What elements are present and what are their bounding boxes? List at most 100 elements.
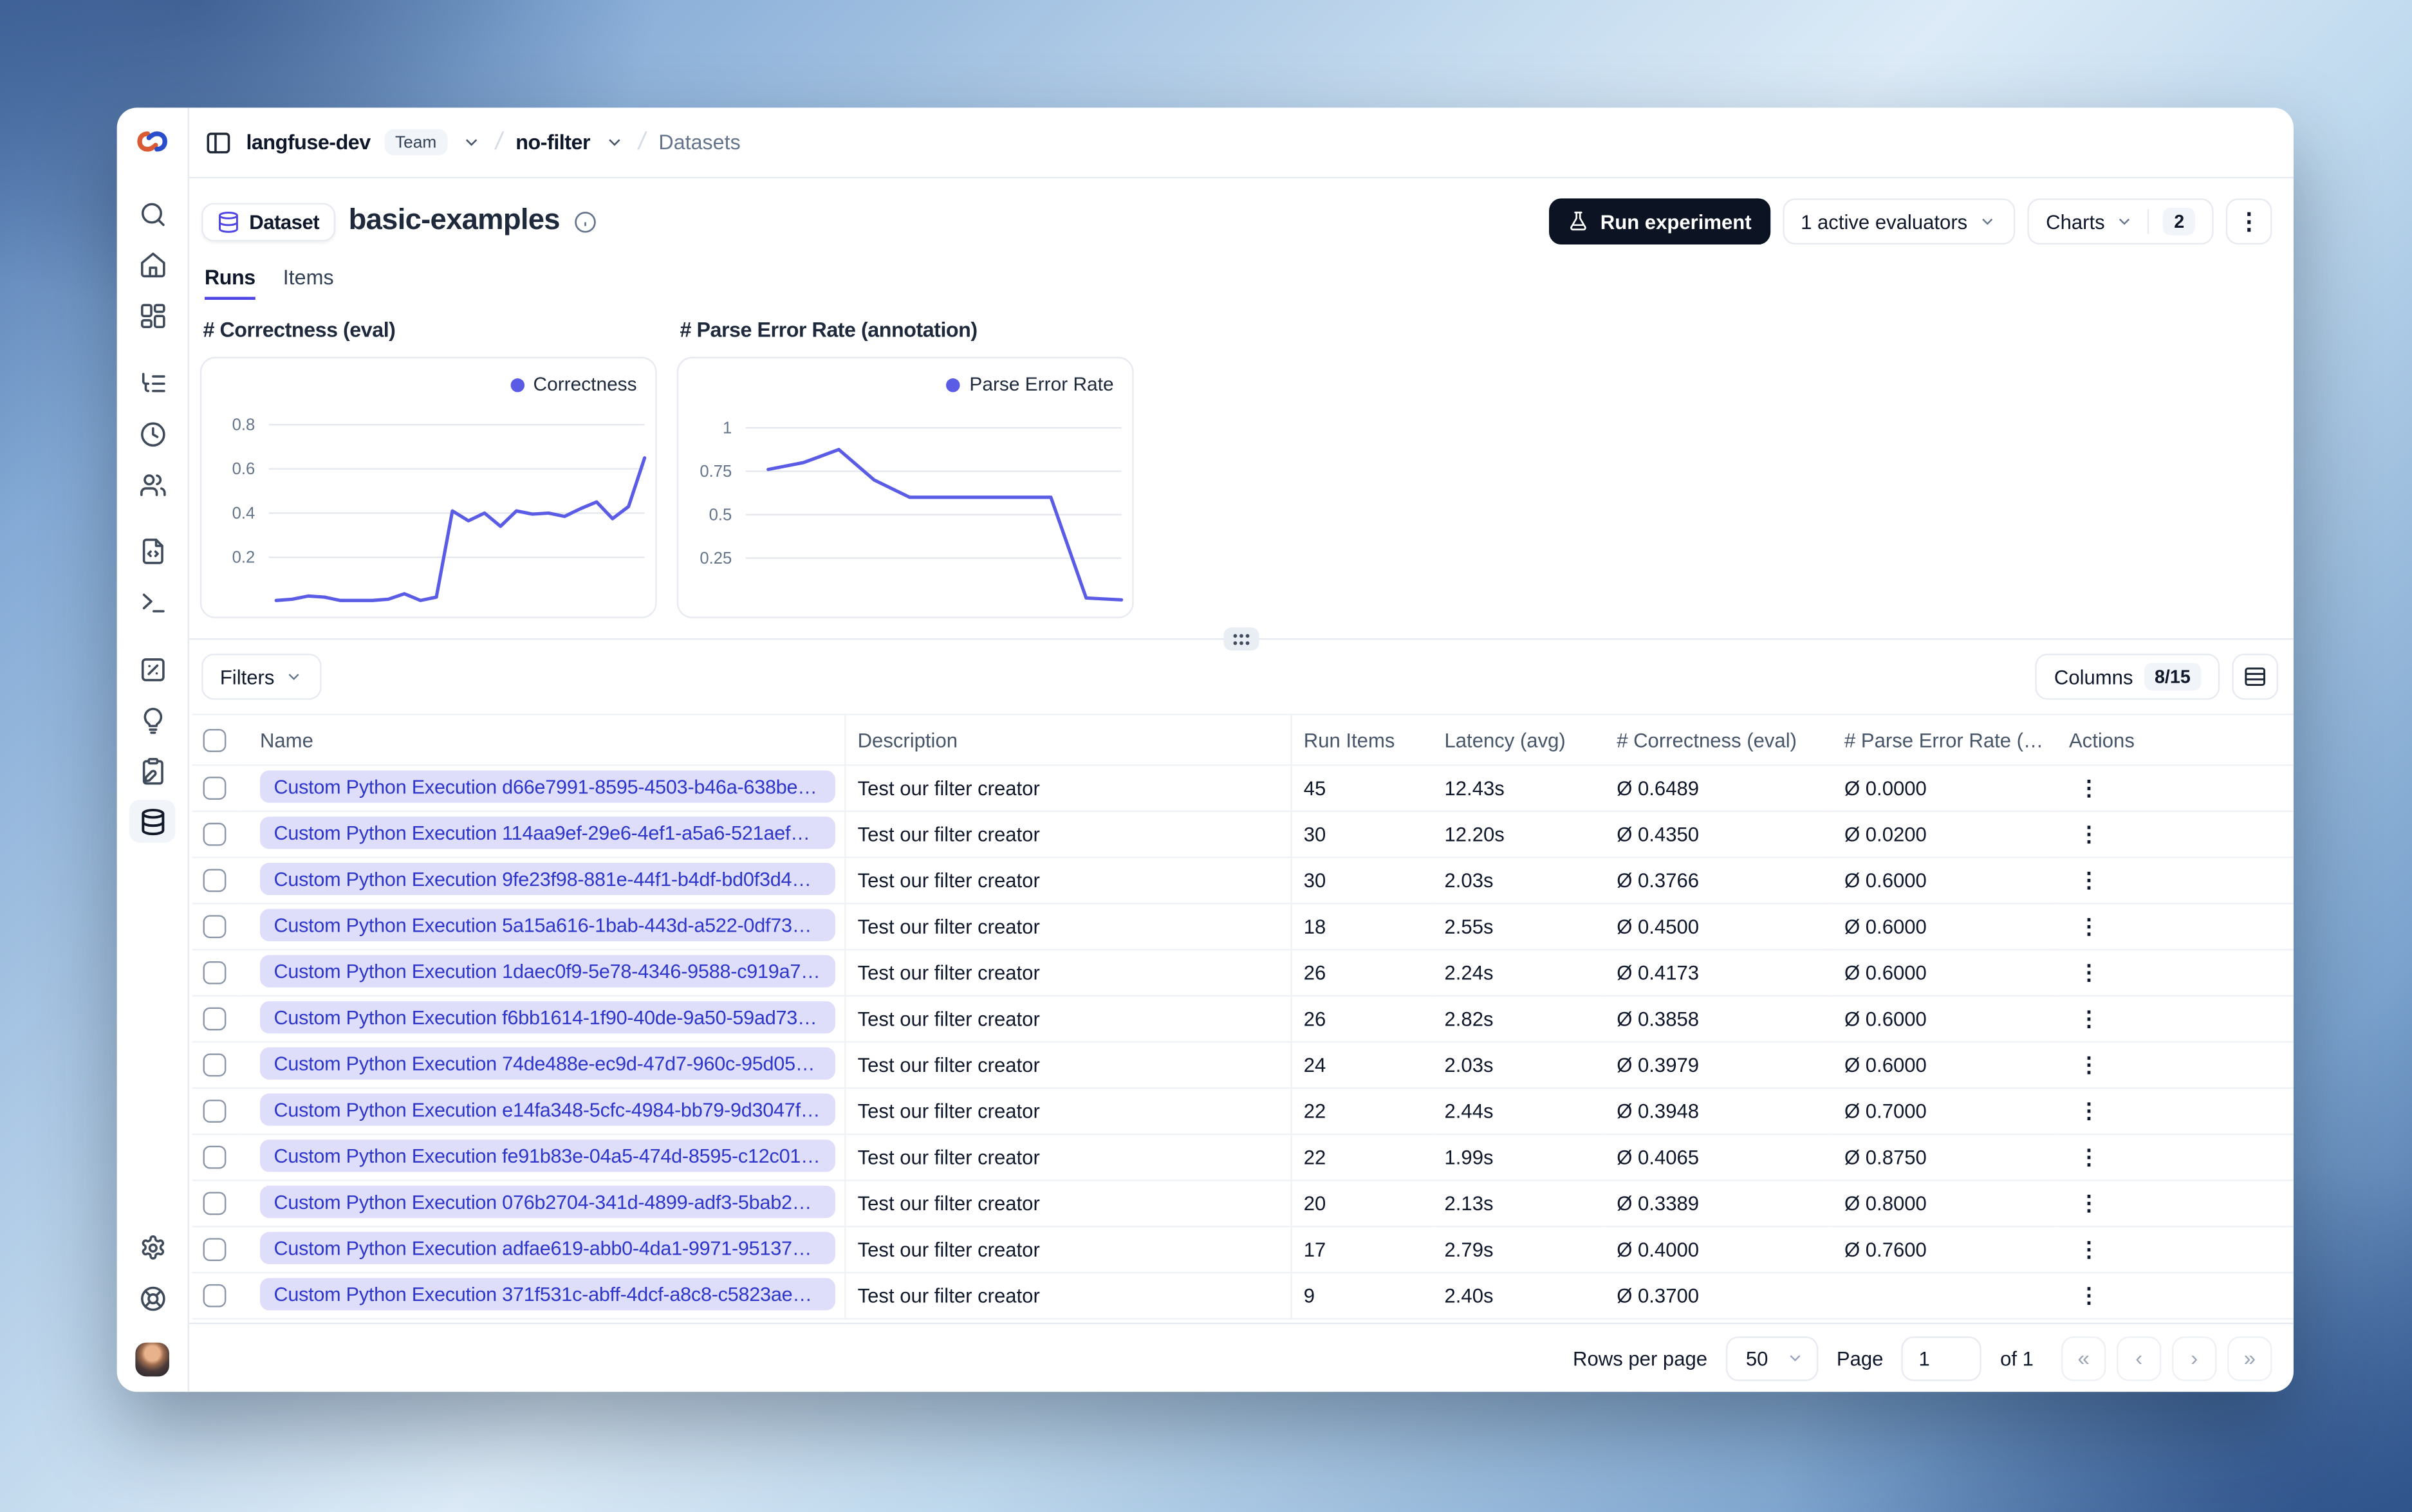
row-actions-button[interactable]: ⋮ [2078,959,2100,984]
run-name-link[interactable]: Custom Python Execution 1daec0f9-5e78-43… [259,954,835,987]
row-checkbox[interactable] [203,1145,227,1169]
description-cell: Test our filter creator [857,915,1040,939]
table-row: Custom Python Execution 74de488e-ec9d-47… [192,1042,2294,1089]
svg-text:0.6: 0.6 [232,460,255,478]
previous-page-button[interactable]: ‹ [2117,1335,2162,1381]
project-chevron-down-icon[interactable] [604,133,624,152]
home-icon[interactable] [129,244,176,287]
line-chart: 1 0.75 0.5 0.25 [700,419,1124,602]
first-page-button[interactable]: « [2061,1335,2106,1381]
filters-button[interactable]: Filters [201,653,322,700]
layout-dashboard-icon[interactable] [129,295,176,338]
run-name-link[interactable]: Custom Python Execution 74de488e-ec9d-47… [259,1046,835,1079]
project-name[interactable]: no-filter [515,131,591,154]
clock-icon[interactable] [129,412,176,456]
run-name-link[interactable]: Custom Python Execution fe91b83e-04a5-47… [259,1139,835,1172]
correctness-cell: Ø 0.3389 [1617,1192,1700,1215]
row-checkbox[interactable] [203,1238,227,1262]
run-name-link[interactable]: Custom Python Execution 114aa9ef-29e6-4e… [259,816,835,849]
table-row: Custom Python Execution d66e7991-8595-45… [192,765,2294,813]
terminal-icon[interactable] [129,580,176,623]
row-checkbox[interactable] [203,1284,227,1307]
row-checkbox[interactable] [203,961,227,984]
next-page-button[interactable]: › [2172,1335,2217,1381]
database-icon[interactable] [129,799,176,843]
row-actions-button[interactable]: ⋮ [2078,1098,2100,1123]
run-name-link[interactable]: Custom Python Execution 076b2704-341d-48… [259,1185,835,1217]
table-row: Custom Python Execution f6bb1614-1f90-40… [192,995,2294,1043]
user-avatar[interactable] [135,1342,169,1377]
column-header-correctness[interactable]: # Correctness (eval) [1604,714,1832,766]
row-actions-button[interactable]: ⋮ [2078,1236,2100,1262]
breadcrumb-section[interactable]: Datasets [658,131,741,154]
row-checkbox[interactable] [203,1192,227,1215]
run-name-link[interactable]: Custom Python Execution e14fa348-5cfc-49… [259,1093,835,1125]
row-actions-button[interactable]: ⋮ [2078,1144,2100,1169]
row-checkbox[interactable] [203,915,227,939]
run-experiment-button[interactable]: Run experiment [1549,198,1770,245]
run-name-link[interactable]: Custom Python Execution 371f531c-abff-4d… [259,1277,835,1310]
life-buoy-icon[interactable] [129,1277,176,1320]
row-checkbox[interactable] [203,1053,227,1077]
row-checkbox[interactable] [203,822,227,846]
row-actions-button[interactable]: ⋮ [2078,1282,2100,1307]
run-name-link[interactable]: Custom Python Execution d66e7991-8595-45… [259,770,835,802]
correctness-cell: Ø 0.4000 [1617,1238,1700,1262]
column-header-parse-error-rate[interactable]: # Parse Error Rate (an... [1832,714,2057,766]
row-actions-button[interactable]: ⋮ [2078,821,2100,846]
latency-cell: 2.13s [1444,1192,1494,1215]
drag-handle[interactable] [1223,627,1259,651]
row-actions-button[interactable]: ⋮ [2078,1006,2100,1031]
select-all-checkbox[interactable] [203,728,227,751]
rows-per-page-select[interactable]: 50 [1725,1335,1819,1381]
column-header-run-items[interactable]: Run Items [1290,714,1433,766]
last-page-button[interactable]: » [2227,1335,2272,1381]
active-evaluators-dropdown[interactable]: 1 active evaluators [1782,198,2016,245]
more-actions-button[interactable]: ⋮ [2225,198,2272,245]
row-checkbox[interactable] [203,777,227,800]
description-cell: Test our filter creator [857,777,1040,800]
file-code-icon[interactable] [129,530,176,573]
svg-text:0.5: 0.5 [709,506,732,524]
row-checkbox[interactable] [203,1100,227,1123]
row-actions-button[interactable]: ⋮ [2078,1051,2100,1077]
lightbulb-icon[interactable] [129,698,176,741]
row-actions-button[interactable]: ⋮ [2078,775,2100,800]
row-actions-button[interactable]: ⋮ [2078,1190,2100,1215]
page-number-input[interactable] [1902,1335,1982,1381]
column-header-latency[interactable]: Latency (avg) [1432,714,1605,766]
row-checkbox[interactable] [203,869,227,892]
clipboard-pen-icon[interactable] [129,749,176,792]
org-plan-badge: Team [384,129,448,156]
svg-text:0.75: 0.75 [700,463,732,481]
columns-button[interactable]: Columns 8/15 [2036,653,2220,700]
run-name-link[interactable]: Custom Python Execution adfae619-abb0-4d… [259,1231,835,1264]
latency-cell: 12.43s [1444,777,1505,800]
search-icon[interactable] [129,193,176,236]
run-name-link[interactable]: Custom Python Execution 5a15a616-1bab-44… [259,908,835,941]
users-icon[interactable] [129,463,176,506]
row-actions-button[interactable]: ⋮ [2078,913,2100,939]
org-name[interactable]: langfuse-dev [246,131,371,154]
column-header-description[interactable]: Description [844,714,1292,766]
column-header-name[interactable]: Name [241,714,846,766]
row-height-button[interactable] [2232,653,2279,700]
percent-square-icon[interactable] [129,647,176,690]
tab-runs[interactable]: Runs [205,266,255,300]
settings-icon[interactable] [129,1226,176,1269]
sidebar-toggle-icon[interactable] [205,129,232,156]
info-icon[interactable] [573,210,597,233]
description-cell: Test our filter creator [857,1192,1040,1215]
row-checkbox[interactable] [203,1007,227,1031]
parse-error-rate-cell: Ø 0.0200 [1844,822,1927,846]
row-actions-button[interactable]: ⋮ [2078,867,2100,892]
run-name-link[interactable]: Custom Python Execution 9fe23f98-881e-44… [259,862,835,894]
org-chevron-down-icon[interactable] [461,133,481,152]
description-cell: Test our filter creator [857,822,1040,846]
page-label: Page [1836,1346,1884,1370]
charts-dropdown[interactable]: Charts 2 [2027,198,2214,245]
svg-text:0.8: 0.8 [232,416,255,434]
tab-items[interactable]: Items [283,266,334,290]
run-name-link[interactable]: Custom Python Execution f6bb1614-1f90-40… [259,1000,835,1033]
list-tree-icon[interactable] [129,362,176,405]
